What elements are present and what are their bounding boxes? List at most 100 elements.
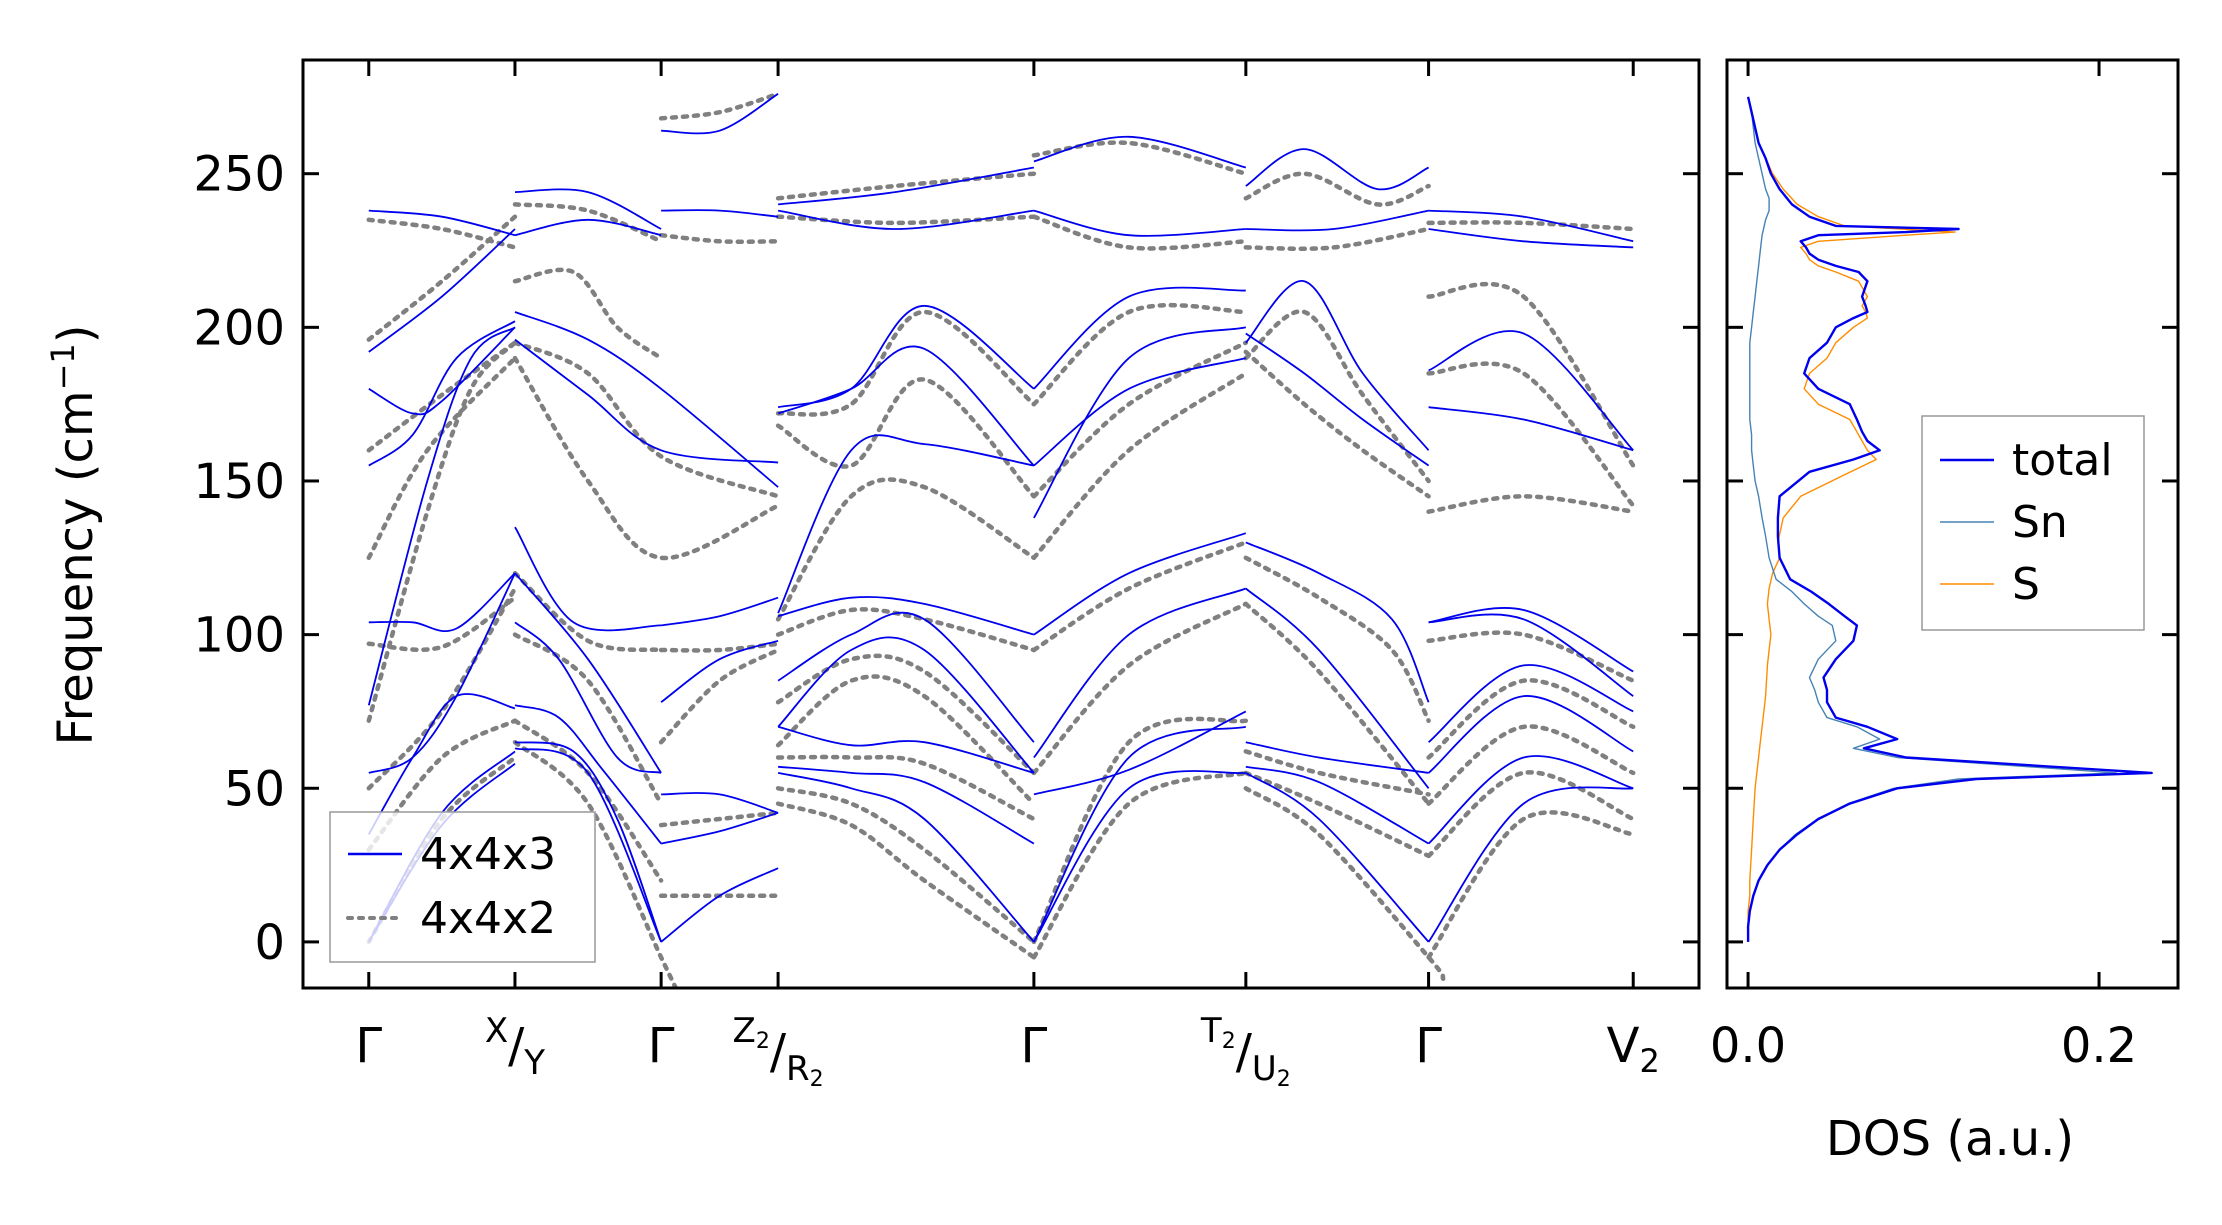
band-line-4x4x2-50 [1243, 770, 1431, 859]
band-line-4x4x3-65 [1427, 755, 1634, 845]
band-line-4x4x2-52 [1426, 220, 1636, 232]
band-line-4x4x3-30 [777, 345, 1035, 467]
band-line-4x4x2-11 [512, 340, 781, 499]
band-line-4x4x3-17 [514, 704, 662, 845]
band-line-4x4x2-31 [775, 754, 1037, 822]
band-line-4x4x3-32 [777, 596, 1035, 636]
band-line-4x4x3-5 [368, 572, 516, 633]
band-line-4x4x3-45 [1033, 710, 1247, 796]
y-tick-label-150: 150 [193, 454, 285, 510]
phonon-band-panel: 0 50 100 150 200 250 Γ X/Y Γ Z2/R2 Γ T2/U2 Γ V2 Frequ… [44, 58, 1701, 1092]
band-line-4x4x2-0 [366, 217, 518, 250]
band-line-4x4x3-27 [778, 166, 1035, 206]
band-line-4x4x3-22 [660, 596, 779, 627]
band-line-4x4x2-37 [1031, 340, 1249, 499]
band-legend: 4x4x3 4x4x2 [329, 811, 596, 963]
legend-label-sn: Sn [2012, 497, 2068, 548]
band-ticks: 0 50 100 150 200 250 Γ X/Y Γ Z2/R2 Γ T2/U2 Γ V2 [193, 60, 1699, 1092]
band-line-4x4x2-54 [1426, 361, 1636, 508]
dos-x-axis-label: DOS (a.u.) [1826, 1111, 2074, 1167]
band-line-4x4x3-38 [1033, 135, 1247, 169]
band-line-4x4x2-24 [775, 214, 1037, 226]
band-line-4x4x2-2 [366, 340, 518, 453]
x-tick-label-5: T2/U2 [1200, 1011, 1291, 1092]
band-line-4x4x2-43 [1243, 171, 1431, 207]
dos-x-tick-label-1: 0.2 [2061, 1018, 2137, 1074]
band-legend-frame [329, 811, 596, 963]
band-line-4x4x3-39 [1033, 209, 1246, 237]
band-line-4x4x2-12 [512, 355, 781, 561]
x-tick-label-4: Γ [1021, 1018, 1048, 1074]
band-line-4x4x2-4 [366, 340, 518, 723]
band-line-4x4x2-25 [775, 309, 1037, 417]
band-line-4x4x3-58 [1428, 228, 1634, 249]
band-line-4x4x3-0 [368, 209, 516, 237]
band-line-4x4x2-45 [1243, 309, 1431, 484]
band-line-4x4x3-6 [368, 572, 516, 774]
band-line-4x4x3-15 [514, 572, 662, 774]
dos-legend-frame [1921, 415, 2145, 631]
y-tick-label-0: 0 [254, 915, 285, 971]
band-line-4x4x2-30 [775, 674, 1037, 806]
band-line-4x4x2-32 [775, 786, 1037, 945]
x-tick-label-0: Γ [355, 1018, 382, 1074]
band-line-4x4x3-57 [1428, 209, 1634, 243]
band-line-4x4x3-42 [1033, 357, 1247, 467]
band-line-4x4x2-40 [1031, 601, 1249, 776]
band-line-4x4x2-6 [366, 586, 518, 791]
x-tick-label-6: Γ [1415, 1018, 1442, 1074]
band-line-4x4x3-43 [1033, 532, 1247, 636]
band-line-4x4x2-39 [1031, 540, 1249, 653]
band-line-4x4x2-53 [1426, 281, 1636, 468]
band-line-4x4x3-62 [1428, 613, 1634, 697]
band-line-4x4x3-54 [1245, 741, 1429, 774]
band-line-4x4x3-66 [1427, 786, 1634, 943]
band-line-4x4x3-60 [1428, 406, 1634, 452]
band-frame [301, 58, 1701, 990]
band-line-4x4x2-14 [512, 632, 664, 806]
band-line-4x4x3-1 [368, 228, 516, 353]
band-line-4x4x2-21 [658, 810, 781, 828]
y-tick-label-50: 50 [224, 761, 285, 817]
band-line-4x4x2-46 [1243, 349, 1431, 499]
band-line-4x4x3-3 [368, 320, 516, 467]
band-line-4x4x3-20 [661, 93, 779, 135]
band-line-4x4x2-13 [512, 570, 664, 653]
band-line-4x4x2-34 [1031, 140, 1249, 176]
band-line-4x4x2-20 [658, 647, 781, 745]
y-axis-label: Frequency (cm−1) [44, 324, 104, 745]
band-line-4x4x2-17 [658, 91, 781, 121]
band-line-4x4x2-28 [775, 607, 1037, 653]
dos-line-total [1746, 96, 2153, 942]
band-line-4x4x3-51 [1245, 332, 1430, 467]
dos-panel: 0.0 0.2 DOS (a.u.) total Sn S [1710, 58, 2180, 1167]
band-line-4x4x3-24 [661, 792, 779, 814]
y-tick-label-250: 250 [193, 147, 285, 203]
band-line-4x4x2-5 [366, 595, 518, 652]
dos-frame [1725, 58, 2180, 990]
legend-label-4x4x3: 4x4x3 [420, 829, 556, 880]
band-line-4x4x2-33 [775, 801, 1037, 960]
band-line-4x4x2-44 [1243, 226, 1431, 252]
band-line-4x4x3-2 [368, 326, 516, 416]
band-line-4x4x3-31 [777, 434, 1035, 614]
band-line-4x4x2-9 [512, 202, 664, 244]
band-line-4x4x2-26 [775, 377, 1037, 499]
x-tick-label-1: X/Y [485, 1011, 545, 1083]
band-line-4x4x3-56 [1245, 772, 1430, 943]
band-line-4x4x2-10 [512, 267, 664, 361]
band-line-4x4x2-1 [366, 214, 518, 342]
band-line-4x4x3-63 [1428, 664, 1634, 743]
dos-x-tick-label-0: 0.0 [1710, 1018, 1786, 1074]
legend-label-4x4x2: 4x4x2 [420, 893, 556, 944]
dos-legend: total Sn S [1921, 415, 2145, 631]
band-line-4x4x3-34 [777, 636, 1035, 774]
band-line-4x4x3-50 [1245, 280, 1430, 451]
band-line-4x4x3-55 [1245, 765, 1430, 845]
band-line-4x4x2-36 [1031, 302, 1249, 407]
band-line-4x4x2-60 [1426, 810, 1636, 960]
band-line-4x4x3-26 [660, 867, 779, 943]
band-line-4x4x2-3 [366, 355, 518, 561]
band-line-4x4x3-40 [1033, 286, 1246, 390]
band-line-4x4x3-23 [660, 639, 779, 703]
